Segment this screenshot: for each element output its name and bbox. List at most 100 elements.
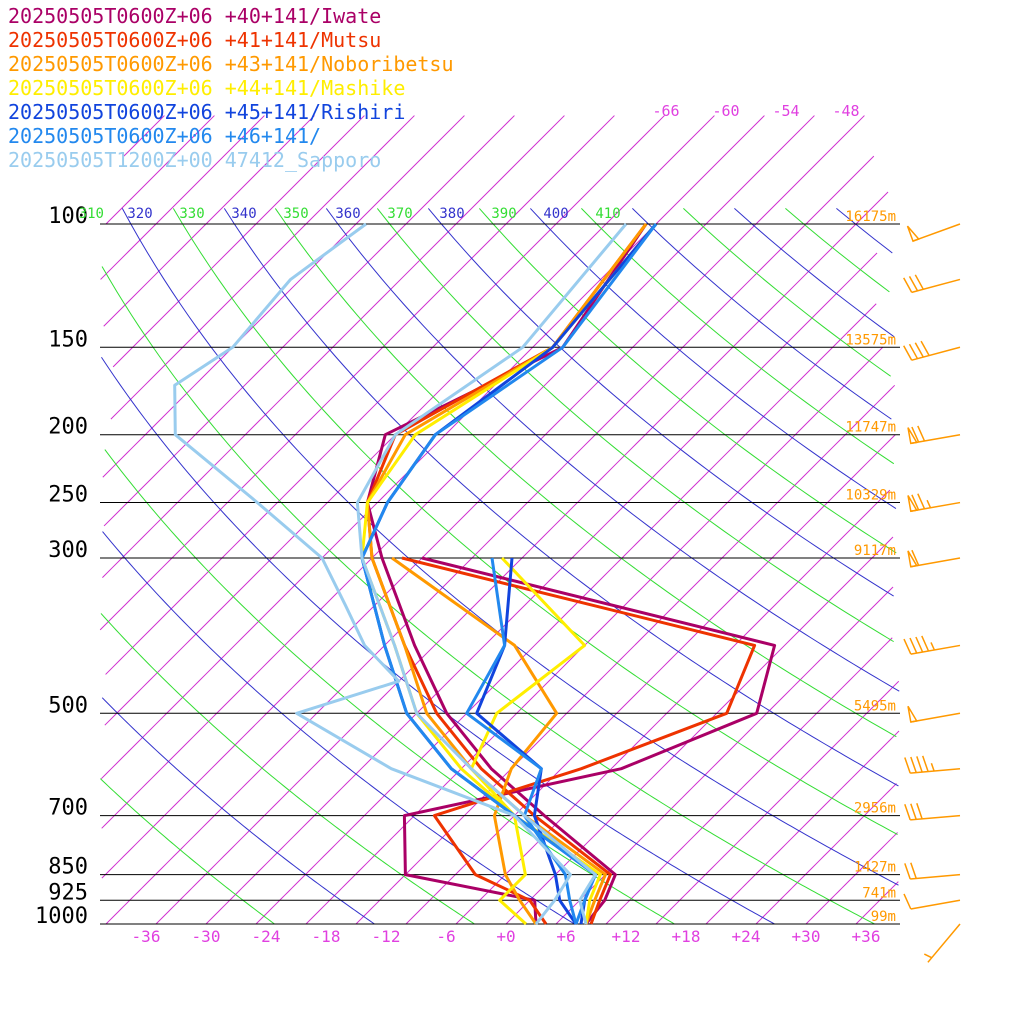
wind-barb-feather [904,863,911,880]
isotherm-line [100,115,265,280]
wind-barb [907,493,961,513]
temperature-line-3 [365,223,648,925]
legend: 20250505T0600Z+06 +40+141/Iwate 20250505T… [8,4,454,172]
pressure-label: 250 [48,483,88,508]
height-label: 1427m [854,860,896,876]
wind-barb-flag [906,225,920,243]
wind-barb [907,705,961,723]
theta-label: 410 [595,206,620,222]
temperature-tick-label: +18 [672,927,701,946]
wind-barb-feather [911,494,920,511]
wind-barb-staff [910,814,961,821]
pressure-label: 700 [48,796,88,821]
temperature-tick-label: -6 [436,927,455,946]
theta-line [683,208,891,377]
wind-barb-staff [910,433,961,445]
temperature-tick-label: +24 [732,927,761,946]
legend-entry: 20250505T0600Z+06 +43+141/Noboribetsu [8,52,454,76]
wind-barb-staff [912,223,961,242]
temperature-line-7 [355,223,628,925]
skewed-isotherm-label: -54 [772,102,799,120]
wind-barb-flag [907,550,918,568]
isotherm-line [112,115,365,368]
wind-barb-feather [908,276,919,292]
isotherm-line [110,115,415,420]
wind-barbs [903,223,961,963]
theta-line [274,208,897,738]
theta-line [101,266,875,925]
isotherm-line [205,252,878,925]
isotherm-line [805,832,898,925]
theta-label: 330 [179,206,204,222]
wind-barb [903,635,961,655]
isotherm-line [455,489,891,925]
theta-label: 400 [543,206,568,222]
legend-entry: 20250505T0600Z+06 +44+141/Mashike [8,76,406,100]
pressure-label: 925 [48,880,88,905]
height-label: 2956m [854,801,896,817]
legend-entry: 20250505T0600Z+06 +45+141/Rishiri [8,100,406,124]
wind-barb [904,803,961,821]
dewpoint-line-6 [465,557,578,925]
theta-label: 390 [491,206,516,222]
skewed-isotherm-label: -66 [652,102,679,120]
wind-barb-half-feather [930,762,935,772]
temperature-tick-label: -18 [312,927,341,946]
height-label: 5495m [854,698,896,714]
pressure-label: 100 [48,204,88,229]
height-label: 11747m [845,420,896,436]
wind-barb-staff [910,873,961,880]
wind-barb-feather [917,425,926,442]
skewed-isotherm-label: -60 [712,102,739,120]
wind-barb-feather [903,345,913,361]
wind-barb-feather [914,342,924,358]
wind-barb [904,755,961,774]
dewpoint-line-3 [391,556,559,925]
pressure-label: 850 [48,855,88,880]
dry-adiabat-grid [100,208,900,925]
wind-barb-feather [910,756,917,773]
wind-barb-feather [903,638,912,655]
wind-barb [923,923,961,963]
wind-barb-staff [910,899,961,910]
theta-line [376,208,894,643]
wind-barb-staff [910,557,961,568]
theta-line [530,208,897,509]
theta-line [101,356,775,925]
wind-barb-feather [904,757,911,774]
wind-barb [907,549,961,568]
theta-line [836,208,893,254]
isotherm-line [355,384,896,925]
legend-entry: 20250505T0600Z+06 +46+141/ [8,124,322,148]
wind-barb-feather [916,756,923,773]
theta-line [172,208,898,835]
theta-line [478,208,897,554]
wind-barb-staff [911,346,961,361]
theta-label: 310 [79,206,104,222]
height-label: 9117m [854,543,896,559]
theta-line [101,697,375,925]
wind-barb-feather [911,549,920,566]
wind-barb-feather [908,343,919,360]
wind-barb-feather [917,493,926,510]
height-label: 16175m [845,209,896,225]
wind-barb [903,340,961,361]
wind-barb-flag [907,427,918,445]
temperature-tick-label: +6 [556,927,575,946]
wind-barb-half-feather [930,642,936,651]
theta-line [581,208,895,465]
wind-barb [904,862,961,880]
wind-barb-half-feather [926,499,932,509]
isotherm-line [105,155,875,925]
theta-line [100,778,275,925]
dewpoint-line-2 [401,556,757,925]
wind-barb-staff [910,644,961,655]
isotherm-line [755,783,897,925]
wind-barb-feather [903,893,912,910]
temperature-tick-label: +36 [852,927,881,946]
isotherm-line [102,115,565,578]
isotherm-line [123,115,165,157]
dewpoint-line-7 [173,222,572,925]
isotherm-line [99,115,615,631]
